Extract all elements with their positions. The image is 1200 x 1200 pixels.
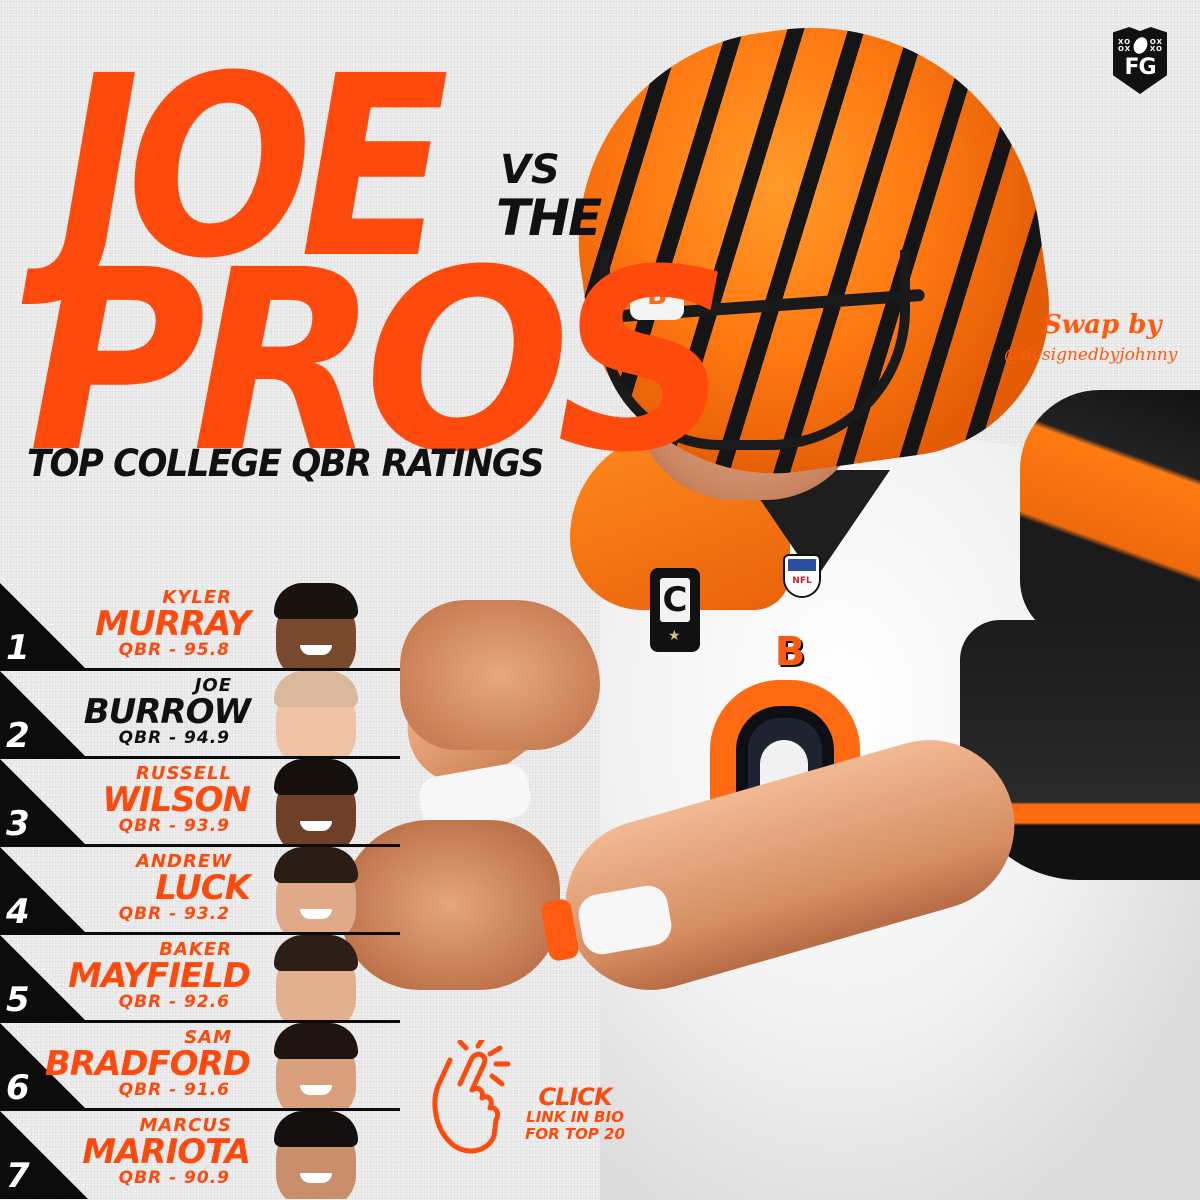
player-headshot — [262, 845, 370, 935]
rank-row-2: 2 JOE BURROW QBR - 94.9 — [0, 671, 400, 759]
rank-number: 7 — [6, 1156, 30, 1196]
rank-row-6: 6 SAM BRADFORD QBR - 91.6 — [0, 1023, 400, 1111]
xo-left: XO OX — [1118, 38, 1132, 53]
rank-number: 3 — [6, 804, 30, 844]
captain-letter: C — [660, 578, 690, 622]
headshot-hair — [274, 671, 358, 707]
player-headshot — [262, 1021, 370, 1111]
player-qbr: QBR - 91.6 — [118, 1080, 230, 1100]
row-divider — [0, 756, 400, 759]
player-headshot — [262, 1109, 370, 1199]
fg-logo-text: FG — [1124, 55, 1156, 80]
player-last-name: BRADFORD — [44, 1044, 251, 1084]
subtitle: TOP COLLEGE QBR RATINGS — [27, 442, 545, 485]
bengals-logo-icon: B — [774, 629, 806, 675]
headshot-hair — [274, 935, 358, 971]
headshot-smile — [300, 1085, 332, 1095]
open-hand — [340, 820, 560, 990]
headshot-smile — [300, 1173, 332, 1183]
credit-swap-by: Swap by — [1043, 310, 1162, 340]
hero-player-illustration: NFL C ★ B B — [340, 0, 1200, 1200]
player-first-name: KYLER — [162, 587, 232, 608]
player-first-name: ANDREW — [136, 851, 232, 872]
player-first-name: BAKER — [159, 939, 232, 960]
cta-link-in-bio[interactable]: CLICK LINK IN BIO FOR TOP 20 — [505, 1085, 645, 1143]
player-qbr: QBR - 93.2 — [118, 904, 230, 924]
football-icon — [1131, 35, 1150, 56]
row-divider — [0, 668, 400, 671]
click-hand-icon[interactable] — [422, 1040, 522, 1160]
title-the: THE — [496, 189, 602, 247]
rank-number: 1 — [6, 628, 30, 668]
title-pros: PROS — [28, 217, 731, 508]
player-last-name: BURROW — [83, 692, 251, 732]
row-divider — [0, 932, 400, 935]
player-qbr: QBR - 93.9 — [118, 816, 230, 836]
player-first-name: JOE — [194, 675, 232, 696]
xo-right: OX XO — [1149, 38, 1163, 53]
player-headshot — [262, 933, 370, 1023]
cta-top-20: FOR TOP 20 — [525, 1125, 625, 1143]
rank-number: 4 — [6, 892, 30, 932]
player-qbr: QBR - 95.8 — [118, 640, 230, 660]
nfl-shield-icon: NFL — [785, 556, 819, 596]
rank-row-4: 4 ANDREW LUCK QBR - 93.2 — [0, 847, 400, 935]
headshot-hair — [274, 1023, 358, 1059]
cta-click: CLICK — [538, 1083, 612, 1111]
player-last-name: LUCK — [155, 868, 251, 908]
headshot-hair — [274, 847, 358, 883]
qbr-ranking-list: 1 KYLER MURRAY QBR - 95.8 2 JOE BURROW Q… — [0, 583, 400, 1199]
player-last-name: MAYFIELD — [68, 956, 251, 996]
right-shoulder-pad — [1020, 390, 1200, 640]
headshot-smile — [300, 909, 332, 919]
headshot-hair — [274, 1111, 358, 1147]
star-icon: ★ — [668, 628, 681, 644]
player-first-name: RUSSELL — [136, 763, 232, 784]
headshot-hair — [274, 583, 358, 619]
rank-row-1: 1 KYLER MURRAY QBR - 95.8 — [0, 583, 400, 671]
rank-row-5: 5 BAKER MAYFIELD QBR - 92.6 — [0, 935, 400, 1023]
player-last-name: MARIOTA — [82, 1132, 251, 1172]
rank-number: 2 — [6, 716, 30, 756]
headshot-smile — [300, 821, 332, 831]
player-qbr: QBR - 92.6 — [118, 992, 230, 1012]
player-headshot — [262, 581, 370, 671]
cta-link-in-bio-text: LINK IN BIO — [526, 1108, 624, 1126]
rank-number: 5 — [6, 980, 30, 1020]
rank-row-3: 3 RUSSELL WILSON QBR - 93.9 — [0, 759, 400, 847]
player-first-name: SAM — [184, 1027, 232, 1048]
player-qbr: QBR - 90.9 — [118, 1168, 230, 1188]
player-headshot — [262, 669, 370, 759]
pointing-hand — [400, 600, 600, 750]
headshot-hair — [274, 759, 358, 795]
rank-row-7: 7 MARCUS MARIOTA QBR - 90.9 — [0, 1111, 400, 1199]
row-divider — [0, 1020, 400, 1023]
player-last-name: MURRAY — [95, 604, 251, 644]
title-vs: VS — [500, 147, 560, 193]
captain-patch: C ★ — [650, 568, 700, 652]
credit-handle: @designedbyjohnny — [1004, 345, 1178, 365]
player-last-name: WILSON — [102, 780, 251, 820]
title-joe: JOE — [58, 23, 449, 314]
player-qbr: QBR - 94.9 — [118, 728, 230, 748]
row-divider — [0, 844, 400, 847]
player-first-name: MARCUS — [139, 1115, 232, 1136]
player-headshot — [262, 757, 370, 847]
rank-number: 6 — [6, 1068, 30, 1108]
row-divider — [0, 1108, 400, 1111]
headshot-smile — [300, 645, 332, 655]
helmet-logo-icon: B — [630, 272, 684, 320]
